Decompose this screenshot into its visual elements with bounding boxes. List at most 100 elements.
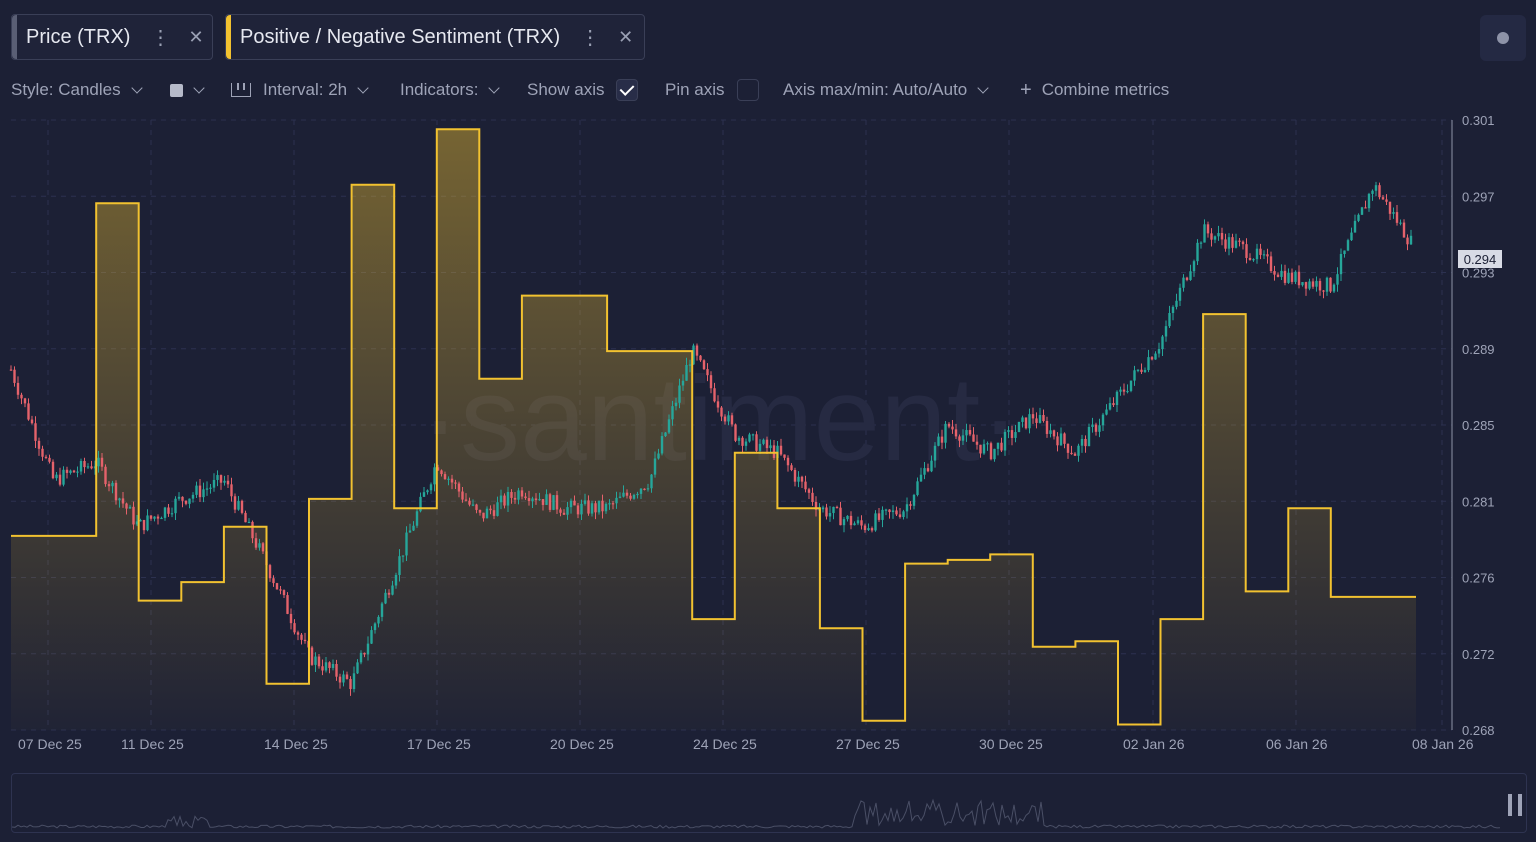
candle-body (426, 490, 429, 493)
candle-body (1346, 240, 1350, 251)
candle-body (1220, 233, 1224, 240)
candle-body (1238, 240, 1241, 242)
chevron-down-icon (977, 81, 989, 94)
candle-body (1000, 442, 1003, 451)
axis-maxmin-dropdown[interactable]: Axis max/min: Auto/Auto (783, 76, 989, 104)
candle-body (240, 500, 244, 513)
candle-body (342, 674, 345, 683)
navigator-handle-left[interactable] (1508, 794, 1512, 816)
candle-body (419, 496, 422, 512)
candle-body (1017, 421, 1021, 433)
candle-body (923, 468, 926, 475)
close-icon[interactable]: ✕ (618, 26, 634, 47)
candle-body (870, 528, 874, 531)
candle-body (650, 474, 653, 489)
candle-body (1360, 207, 1364, 215)
candle-body (1227, 237, 1231, 249)
show-axis-toggle[interactable]: Show axis (527, 76, 639, 104)
pin-axis-toggle[interactable]: Pin axis (665, 76, 759, 104)
candle-body (1007, 430, 1010, 432)
candle-body (310, 647, 314, 665)
candle-body (755, 434, 758, 451)
candle-body (982, 444, 986, 454)
x-tick-label: 30 Dec 25 (979, 736, 1043, 752)
indicators-dropdown[interactable]: Indicators: (400, 76, 501, 104)
candle-body (1392, 212, 1395, 214)
candle-body (296, 632, 300, 635)
kebab-icon[interactable]: ⋮ (580, 26, 601, 49)
candle-body (401, 555, 405, 557)
color-dropdown[interactable] (170, 76, 205, 104)
candle-body (905, 504, 909, 512)
candle-body (1038, 415, 1042, 423)
candle-body (786, 457, 790, 466)
y-tick-label: 0.272 (1462, 647, 1495, 662)
candle-body (797, 476, 800, 482)
candle-body (842, 519, 846, 526)
candle-body (916, 481, 919, 495)
candle-body (597, 500, 601, 513)
candle-body (41, 448, 44, 457)
candle-body (205, 488, 209, 490)
x-tick-label: 17 Dec 25 (407, 736, 471, 752)
candle-body (1175, 300, 1178, 307)
tab-price[interactable]: Price (TRX) ⋮ ✕ (11, 14, 213, 60)
candle-body (720, 407, 723, 417)
candle-body (538, 499, 541, 501)
candle-body (1091, 424, 1094, 428)
candle-body (772, 445, 776, 458)
navigator-handle-right[interactable] (1518, 794, 1522, 816)
close-icon[interactable]: ✕ (188, 26, 204, 47)
pin-axis-checkbox[interactable] (736, 79, 759, 101)
candle-body (562, 512, 566, 515)
style-dropdown[interactable]: Style: Candles (11, 76, 143, 104)
y-axis: 0.301 0.297 0.293 0.289 0.285 0.281 0.276 0.272… (1462, 113, 1495, 738)
candle-body (615, 497, 618, 504)
candle-body (1182, 277, 1185, 288)
kebab-icon[interactable]: ⋮ (150, 26, 171, 49)
candle-body (118, 498, 121, 501)
time-navigator[interactable] (11, 773, 1527, 833)
candle-body (583, 500, 587, 504)
combine-metrics-button[interactable]: + Combine metrics (1020, 76, 1169, 104)
interval-dropdown[interactable]: Interval: 2h (231, 76, 369, 104)
candle-body (611, 503, 615, 505)
candle-body (139, 520, 142, 522)
candle-body (223, 480, 226, 483)
candle-body (1122, 389, 1126, 392)
show-axis-checkbox[interactable] (616, 79, 639, 101)
y-tick-label: 0.297 (1462, 189, 1495, 204)
candle-body (909, 504, 912, 506)
candle-body (153, 516, 156, 519)
candle-body (1381, 197, 1385, 200)
candle-body (737, 437, 741, 441)
candle-body (13, 369, 16, 383)
candle-body (1385, 199, 1388, 202)
settings-button[interactable] (1480, 15, 1526, 61)
candle-body (1234, 240, 1238, 248)
candle-body (380, 603, 384, 617)
candle-body (573, 500, 576, 506)
candle-body (1374, 185, 1378, 191)
candle-body (440, 470, 443, 475)
candle-body (643, 488, 646, 490)
candle-body (1402, 222, 1406, 238)
candle-body (1336, 274, 1339, 285)
navigator-chart (11, 794, 1522, 829)
current-price-text: 0.294 (1464, 252, 1497, 267)
candle-body (1059, 433, 1063, 446)
candle-body (944, 423, 947, 443)
candle-body (1031, 414, 1035, 419)
candle-body (1399, 222, 1402, 224)
candle-body (37, 440, 41, 449)
candle-body (702, 360, 706, 370)
candle-body (328, 662, 331, 668)
candle-body (65, 469, 69, 473)
tab-sentiment[interactable]: Positive / Negative Sentiment (TRX) ⋮ ✕ (225, 14, 645, 60)
combine-metrics-label: Combine metrics (1041, 80, 1170, 99)
x-tick-label: 27 Dec 25 (836, 736, 900, 752)
candle-body (1262, 254, 1266, 256)
price-chart[interactable]: ·santiment· 0.3010.2970.2930.2890.2850.2… (0, 110, 1536, 770)
candle-body (237, 500, 240, 510)
candle-body (695, 345, 699, 356)
